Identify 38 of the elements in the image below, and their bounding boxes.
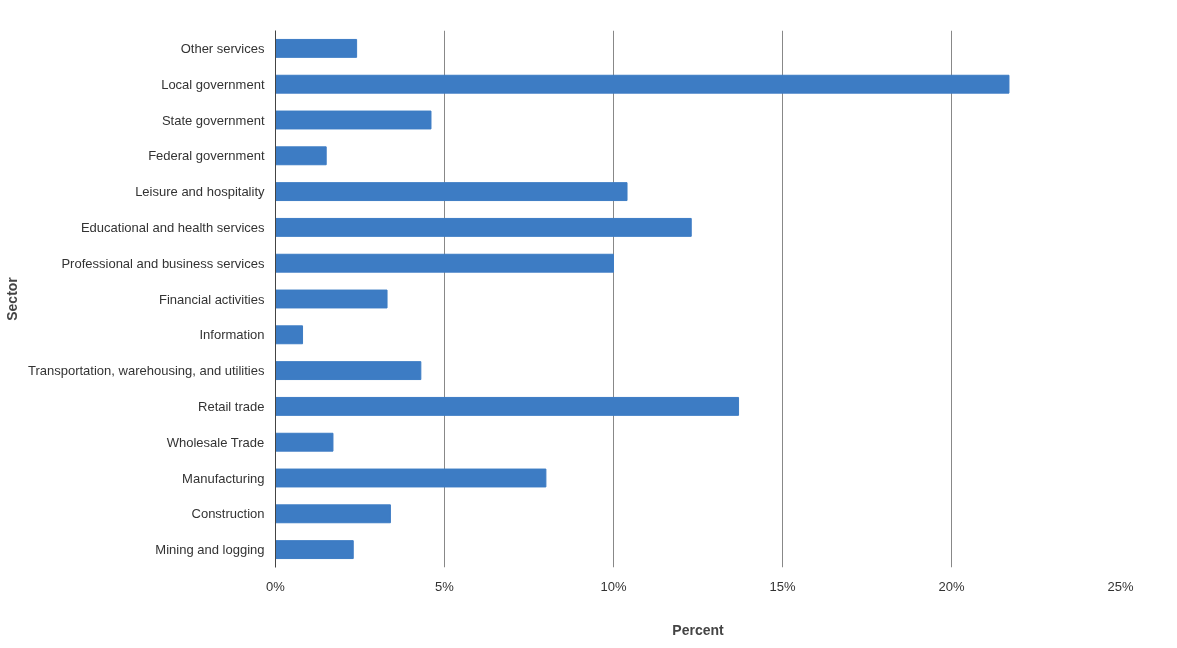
y-tick-label: Leisure and hospitality	[135, 184, 265, 200]
x-tick-label: 25%	[1107, 578, 1134, 594]
bar	[275, 289, 388, 309]
bar	[275, 217, 692, 237]
bar	[275, 540, 354, 560]
y-tick-label: Information	[199, 327, 265, 343]
bar	[275, 253, 614, 273]
y-tick-label: Financial activities	[159, 291, 265, 307]
y-tick-label: Professional and business services	[61, 255, 265, 271]
x-axis-title: Percent	[672, 621, 725, 638]
bar	[275, 146, 327, 166]
y-tick-label: State government	[161, 112, 265, 128]
y-tick-label: Retail trade	[198, 398, 265, 414]
y-tick-label: Transportation, warehousing, and utilities	[27, 363, 265, 379]
bar	[275, 396, 740, 416]
y-tick-label: Manufacturing	[182, 470, 265, 486]
bar	[275, 74, 1010, 94]
y-tick-label: Other services	[180, 40, 265, 56]
y-axis-title: Sector	[3, 276, 20, 321]
y-tick-label: Educational and health services	[80, 219, 265, 235]
bar	[275, 504, 391, 524]
x-tick-label: 20%	[938, 578, 965, 594]
bar	[275, 110, 432, 130]
bar	[275, 432, 334, 452]
bar	[275, 468, 547, 488]
y-tick-label: Construction	[191, 506, 265, 522]
bar	[275, 182, 628, 202]
x-tick-label: 5%	[435, 578, 455, 594]
x-tick-label: 0%	[266, 578, 286, 594]
bar	[275, 325, 304, 345]
y-tick-label: Mining and logging	[155, 542, 265, 558]
y-tick-label: Local government	[161, 76, 265, 92]
bar	[275, 38, 358, 58]
x-tick-label: 10%	[600, 578, 627, 594]
y-tick-label: Wholesale Trade	[166, 434, 265, 450]
bar	[275, 361, 422, 381]
x-tick-label: 15%	[769, 578, 796, 594]
y-tick-label: Federal government	[148, 148, 265, 164]
